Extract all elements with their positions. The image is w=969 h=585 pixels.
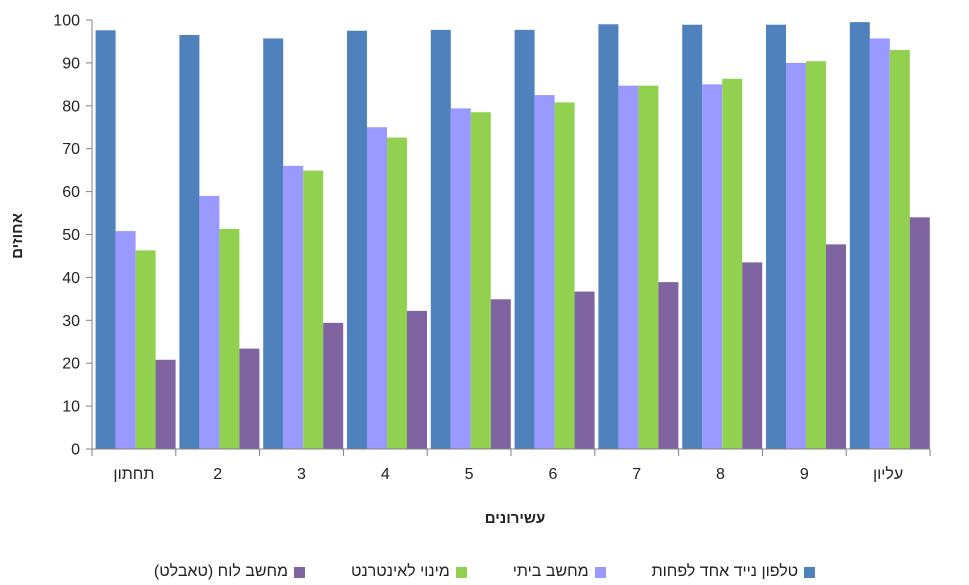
bar: [115, 231, 136, 449]
bar: [430, 29, 451, 450]
bar: [199, 195, 220, 449]
bar: [658, 282, 679, 449]
bar: [514, 29, 535, 450]
y-tick-label: 50: [62, 227, 80, 244]
y-tick-label: 80: [62, 98, 80, 115]
bar: [179, 35, 200, 449]
bar: [219, 228, 240, 449]
legend-swatch: [455, 566, 467, 578]
y-tick-label: 20: [62, 356, 80, 373]
y-tick-label: 60: [62, 184, 80, 201]
bar: [682, 24, 703, 449]
x-tick-label: 7: [632, 466, 641, 483]
x-tick-label: עליון: [873, 465, 903, 483]
bar: [889, 50, 910, 449]
y-tick-label: 10: [62, 399, 80, 416]
bar: [367, 127, 387, 449]
bar: [387, 137, 407, 450]
bar: [347, 30, 367, 449]
bar: [618, 85, 639, 449]
bar: [490, 299, 511, 449]
bar: [534, 95, 555, 449]
legend-label: מינוי לאינטרנט: [351, 563, 450, 580]
plot-area: 0 10 20 30 40 50 60 70 80 90 100 תחתון 2 3 4 5 6 7 8 9 עליון: [53, 13, 931, 483]
bar: [135, 250, 156, 449]
legend-swatch: [294, 566, 306, 578]
legend-item: מינוי לאינטרנט: [351, 563, 467, 581]
x-tick-label: 3: [297, 466, 306, 483]
y-tick-label: 90: [62, 55, 80, 72]
y-axis-title: אחוזים: [9, 213, 26, 259]
bar: [766, 24, 786, 449]
bar: [786, 62, 806, 450]
bar: [574, 291, 595, 449]
bar: [470, 112, 491, 450]
legend: טלפון נייד אחד לפחות מחשב ביתי מינוי לאינט…: [0, 563, 969, 581]
bar: [303, 170, 324, 449]
y-tick-label: 100: [53, 13, 80, 30]
bar: [826, 244, 846, 449]
bar: [742, 262, 763, 449]
bar: [323, 322, 344, 449]
bar: [598, 24, 619, 449]
y-tick-label: 0: [71, 442, 80, 459]
legend-item: מחשב לוח (טאבלט): [153, 563, 306, 581]
bar: [450, 108, 471, 450]
y-tick-label: 70: [62, 141, 80, 158]
bar: [702, 84, 723, 449]
bar: [869, 38, 890, 449]
bar: [722, 78, 743, 450]
bar: [554, 102, 575, 450]
x-tick-label: 8: [716, 466, 725, 483]
x-axis-title: עשירונים: [485, 510, 546, 527]
y-tick-label: 40: [62, 270, 80, 287]
legend-label: מחשב לוח (טאבלט): [153, 563, 289, 580]
legend-swatch: [804, 566, 816, 578]
legend-item: מחשב ביתי: [513, 563, 606, 581]
bar: [638, 85, 659, 449]
legend-swatch: [594, 566, 606, 578]
bar: [95, 30, 116, 450]
bar: [263, 38, 284, 449]
legend-item: טלפון נייד אחד לפחות: [652, 563, 816, 581]
bar: [806, 61, 826, 450]
x-tick-label: 9: [800, 466, 809, 483]
bar: [849, 22, 870, 449]
bar: [155, 359, 176, 449]
bar: [239, 348, 260, 449]
x-tick-label: 2: [213, 466, 222, 483]
bar: [909, 217, 930, 449]
y-tick-label: 30: [62, 313, 80, 330]
x-tick-label: 5: [465, 466, 474, 483]
legend-label: מחשב ביתי: [512, 563, 589, 580]
x-tick-label: תחתון: [113, 466, 154, 483]
bar: [283, 165, 304, 450]
bar: [407, 310, 427, 449]
x-tick-label: 6: [548, 466, 557, 483]
x-tick-label: 4: [381, 466, 390, 483]
legend-label: טלפון נייד אחד לפחות: [651, 563, 799, 580]
